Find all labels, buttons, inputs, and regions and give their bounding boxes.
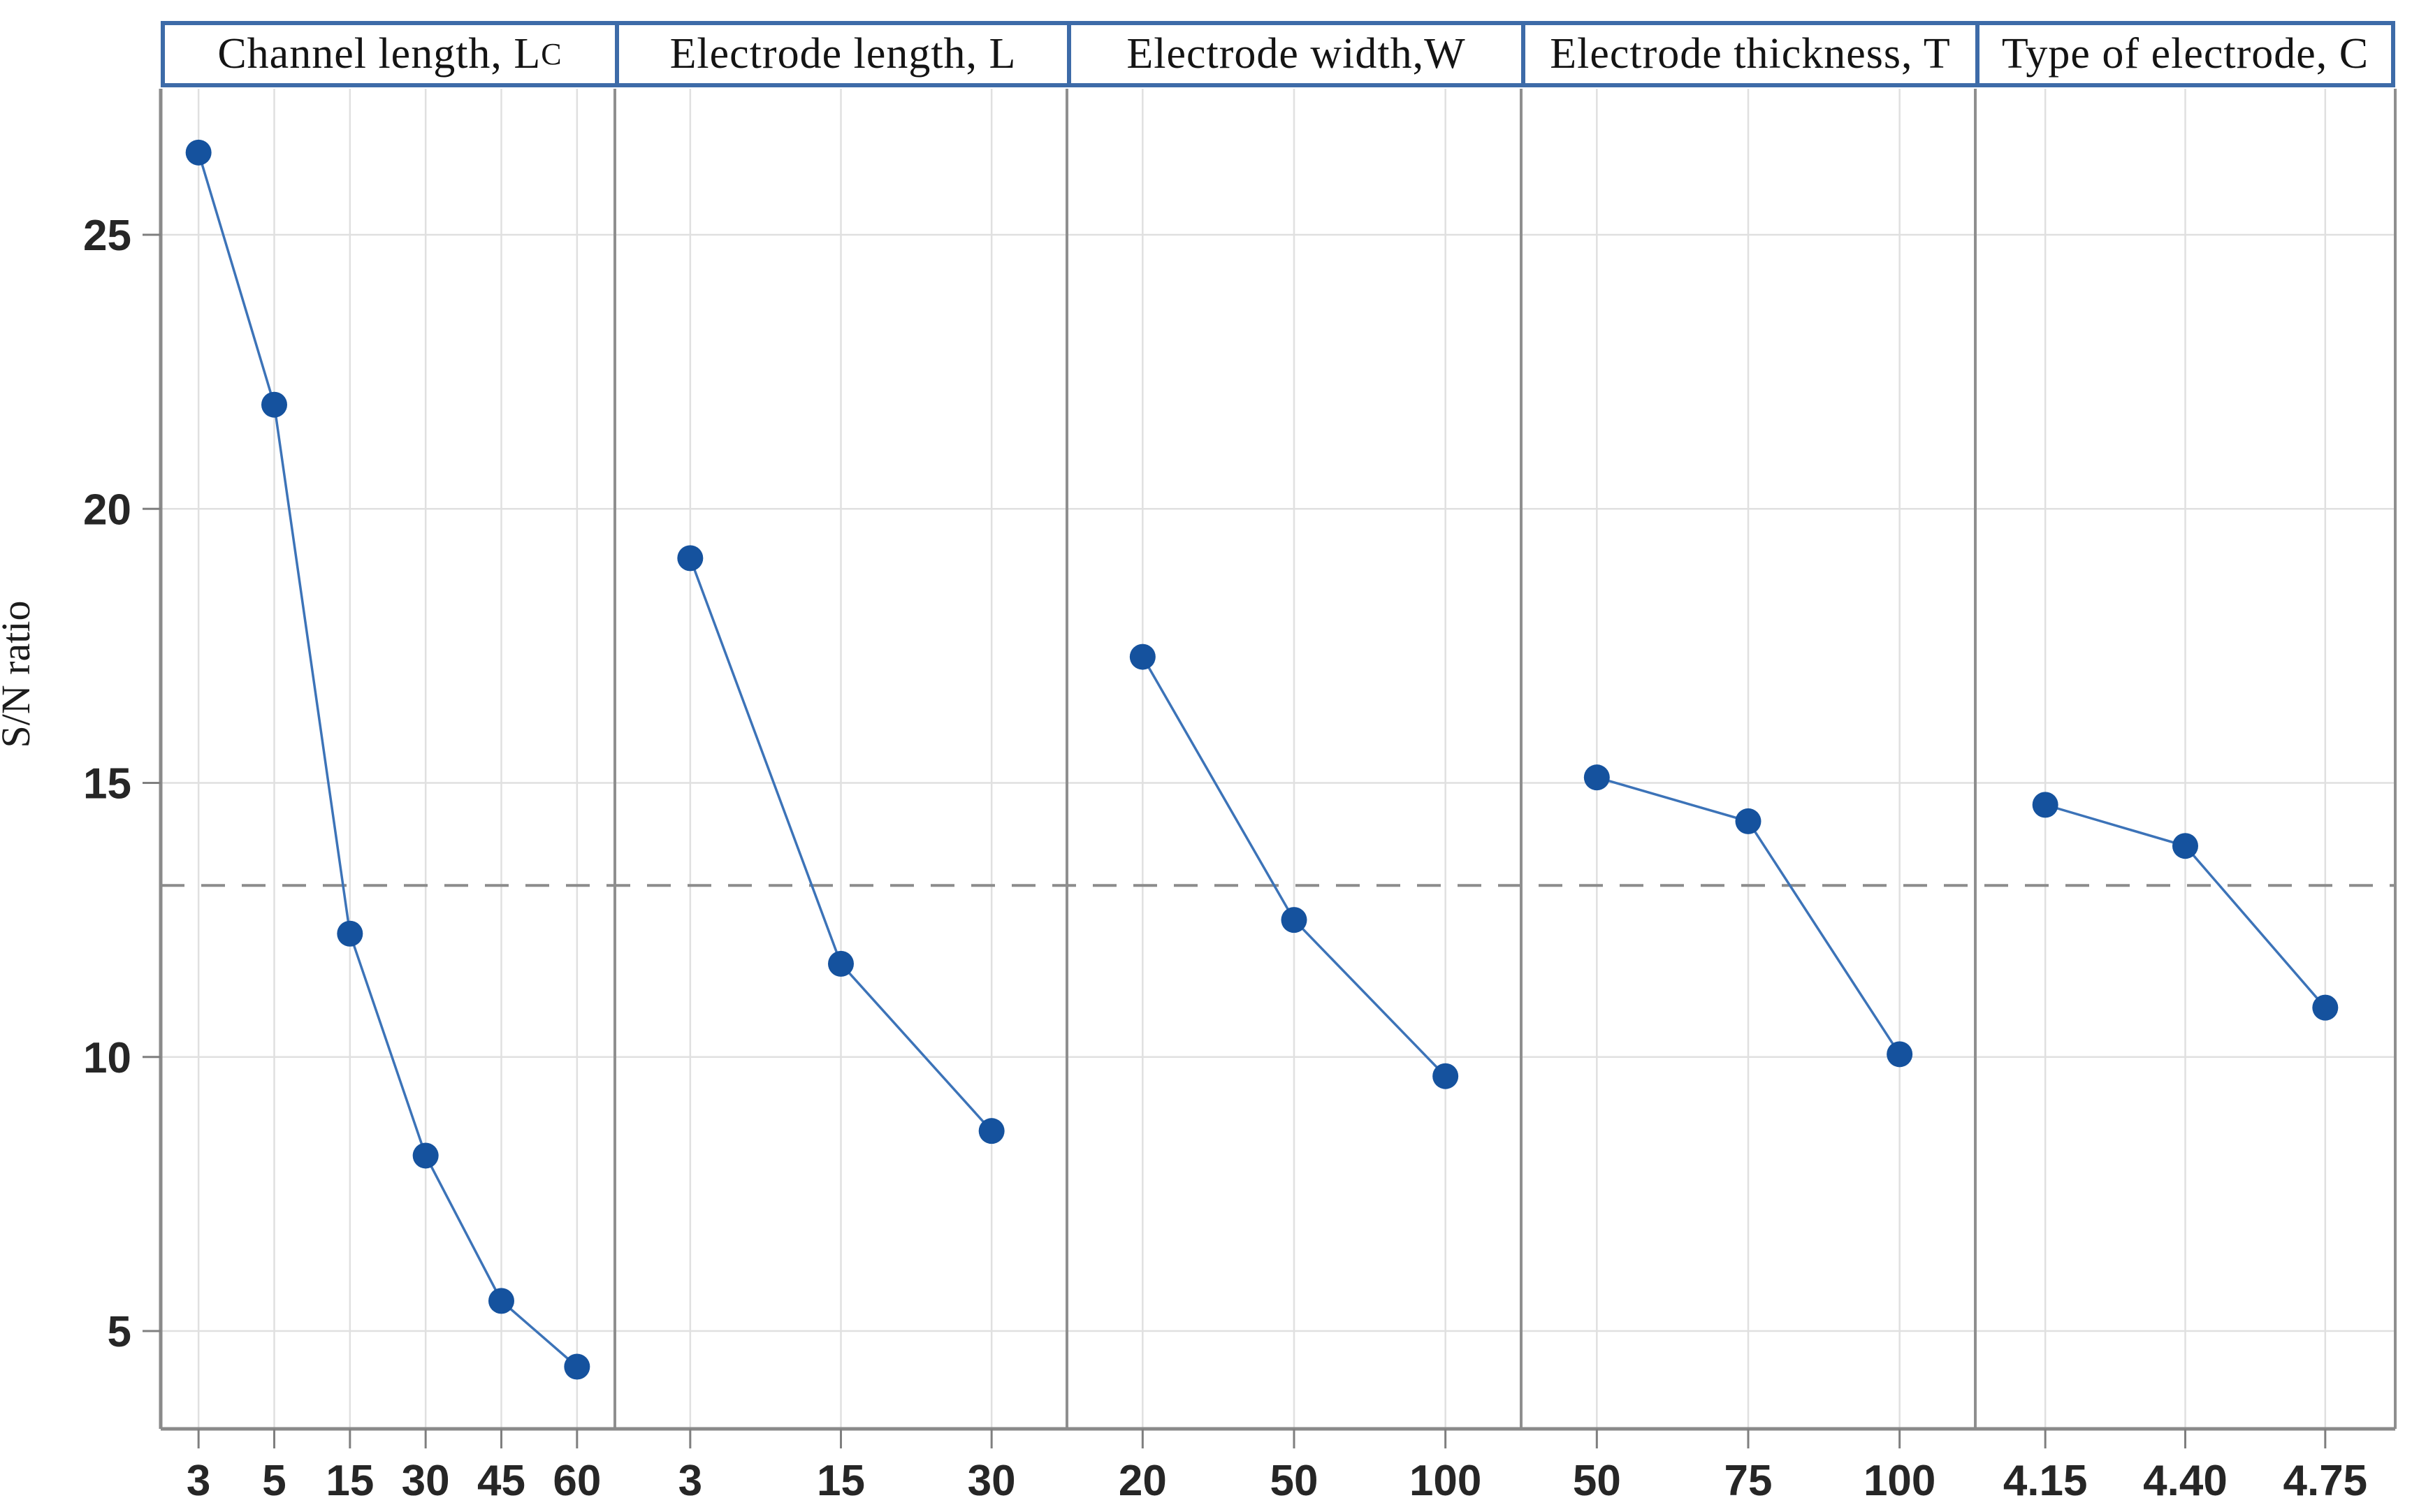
data-point-1-2	[978, 1118, 1005, 1144]
x-tick-label-1-2: 30	[968, 1457, 1016, 1505]
data-point-4-2	[2312, 994, 2339, 1021]
y-axis-title: S/N ratio	[0, 600, 38, 748]
data-point-3-0	[1583, 764, 1610, 791]
series-line-panel-0	[197, 152, 578, 1368]
x-tick-label-0-1: 5	[262, 1457, 286, 1505]
data-point-4-1	[2172, 833, 2198, 859]
x-tick-label-3-2: 100	[1864, 1457, 1935, 1505]
x-tick-label-4-1: 4.40	[2143, 1457, 2228, 1505]
data-point-2-0	[1129, 644, 1156, 670]
x-tick-label-2-1: 50	[1270, 1457, 1318, 1505]
data-point-0-0	[185, 139, 212, 166]
x-tick-label-0-3: 30	[402, 1457, 450, 1505]
y-tick-label-5: 5	[108, 1308, 131, 1356]
x-tick-label-4-2: 4.75	[2283, 1457, 2367, 1505]
x-tick-label-0-5: 60	[553, 1457, 601, 1505]
x-tick-label-2-2: 100	[1409, 1457, 1481, 1505]
data-point-0-3	[412, 1142, 439, 1169]
x-tick-label-0-4: 45	[477, 1457, 525, 1505]
data-point-3-1	[1735, 808, 1761, 834]
x-tick-label-3-0: 50	[1573, 1457, 1621, 1505]
data-point-0-1	[261, 391, 287, 418]
data-point-0-5	[564, 1353, 590, 1380]
x-tick-label-1-0: 3	[678, 1457, 702, 1505]
y-tick-label-20: 20	[83, 486, 131, 534]
x-tick-label-0-0: 3	[187, 1457, 210, 1505]
data-point-1-1	[828, 950, 854, 977]
x-tick-label-0-2: 15	[326, 1457, 374, 1505]
data-point-0-2	[337, 920, 363, 947]
data-point-4-0	[2032, 792, 2058, 818]
y-tick-label-25: 25	[83, 212, 131, 260]
data-point-2-2	[1432, 1063, 1459, 1089]
data-point-3-2	[1887, 1041, 1913, 1068]
y-tick-label-15: 15	[83, 760, 131, 808]
data-point-0-4	[488, 1288, 514, 1314]
y-tick-label-10: 10	[83, 1034, 131, 1082]
x-tick-label-2-0: 20	[1119, 1457, 1167, 1505]
data-point-2-1	[1281, 907, 1307, 933]
x-tick-label-1-1: 15	[817, 1457, 865, 1505]
data-point-1-0	[677, 545, 704, 572]
x-tick-label-3-1: 75	[1724, 1457, 1773, 1505]
x-tick-label-4-0: 4.15	[2003, 1457, 2088, 1505]
